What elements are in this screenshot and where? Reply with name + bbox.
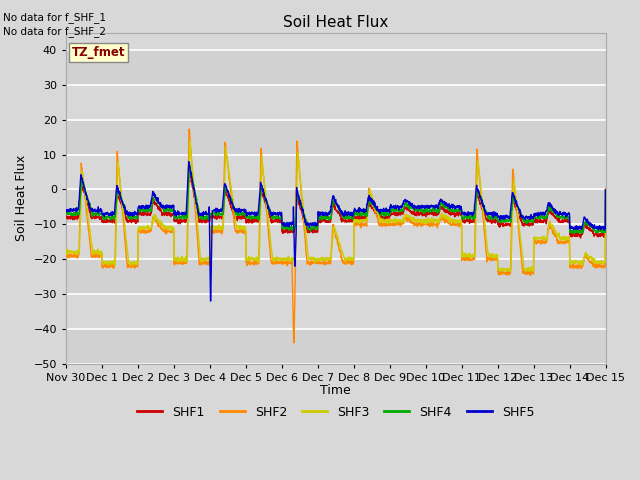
Bar: [66, 120, 605, 155]
Bar: [66, 190, 605, 224]
Bar: [66, 224, 605, 259]
Legend: SHF1, SHF2, SHF3, SHF4, SHF5: SHF1, SHF2, SHF3, SHF4, SHF5: [132, 401, 540, 424]
Text: No data for f_SHF_1: No data for f_SHF_1: [3, 12, 106, 23]
Text: No data for f_SHF_2: No data for f_SHF_2: [3, 26, 106, 37]
Bar: [66, 155, 605, 190]
Bar: [66, 259, 605, 294]
Bar: [66, 329, 605, 364]
Bar: [66, 50, 605, 85]
Text: TZ_fmet: TZ_fmet: [72, 46, 125, 59]
Bar: [66, 294, 605, 329]
X-axis label: Time: Time: [321, 384, 351, 397]
Y-axis label: Soil Heat Flux: Soil Heat Flux: [15, 155, 28, 241]
Title: Soil Heat Flux: Soil Heat Flux: [283, 15, 388, 30]
Bar: [66, 85, 605, 120]
